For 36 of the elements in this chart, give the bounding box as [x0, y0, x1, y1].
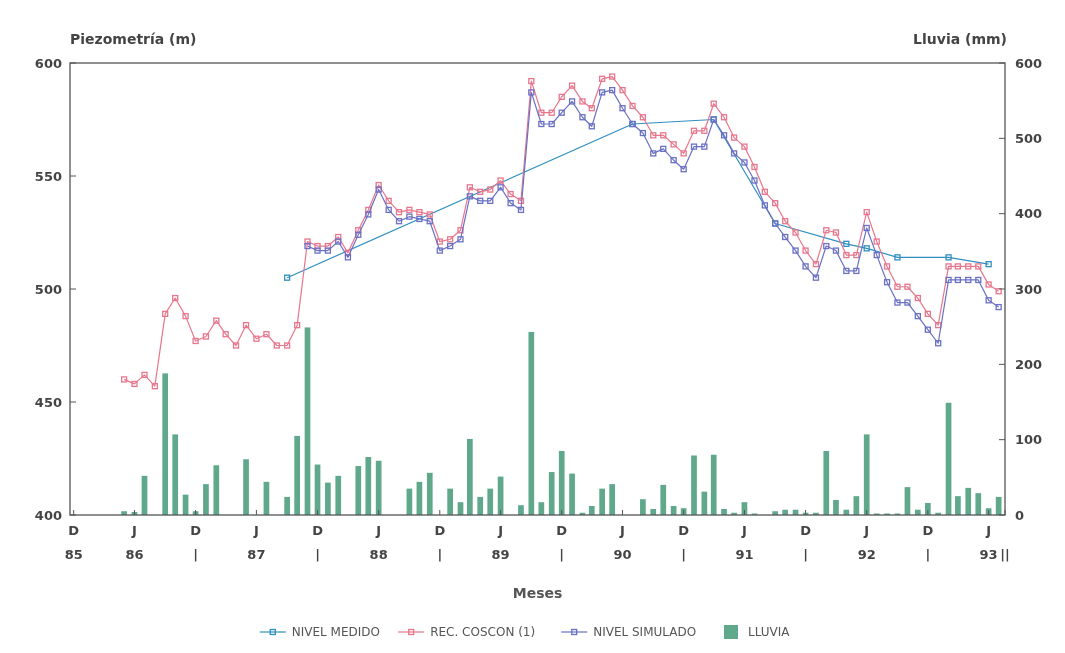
x-tick-label: J 86 — [125, 523, 144, 562]
x-tick-label: D | — [922, 523, 934, 562]
legend-label: NIVEL MEDIDO — [291, 625, 381, 640]
legend-label: REC. COSCON (1) — [430, 625, 536, 640]
y-tick-label: 500 — [34, 281, 62, 297]
x-tick-label: J 93 — [979, 523, 998, 562]
x-tick-label: J 90 — [613, 523, 632, 562]
x-tick-label: J 91 — [735, 523, 754, 562]
x-tick-label: D | — [190, 523, 202, 562]
x-tick-label: J 88 — [369, 523, 388, 562]
y2-tick-label: 0 — [1015, 507, 1025, 523]
y-axis-title: Piezometría (m) — [70, 31, 197, 47]
x-tick-label: D | — [556, 523, 568, 562]
y2-tick-label: 300 — [1015, 281, 1043, 297]
y2-tick-label: 200 — [1015, 356, 1043, 372]
y-tick-label: 600 — [34, 55, 62, 71]
x-tick-label: D 85 — [64, 523, 83, 562]
y2-axis-title: Lluvia (mm) — [913, 31, 1007, 47]
x-tick-label: J 89 — [491, 523, 510, 562]
x-tick-label: D | — [312, 523, 324, 562]
x-tick-label: J 87 — [247, 523, 266, 562]
x-tick-label: D | — [800, 523, 812, 562]
y-tick-label: 450 — [34, 394, 62, 410]
y2-tick-label: 400 — [1015, 206, 1043, 222]
y2-tick-label: 100 — [1015, 432, 1043, 448]
legend-label: NIVEL SIMULADO — [593, 625, 697, 640]
y2-tick-label: 600 — [1015, 55, 1043, 71]
y-tick-label: 550 — [34, 168, 62, 184]
y2-tick-label: 500 — [1015, 130, 1043, 146]
x-axis-title: Meses — [512, 585, 563, 601]
y-tick-label: 400 — [34, 507, 62, 523]
x-tick-label: D | — [678, 523, 690, 562]
x-tick-label: D | — [434, 523, 446, 562]
legend-label: LLUVIA — [748, 625, 791, 640]
x-tick-label: || — [1000, 547, 1010, 562]
x-tick-label: J 92 — [857, 523, 876, 562]
